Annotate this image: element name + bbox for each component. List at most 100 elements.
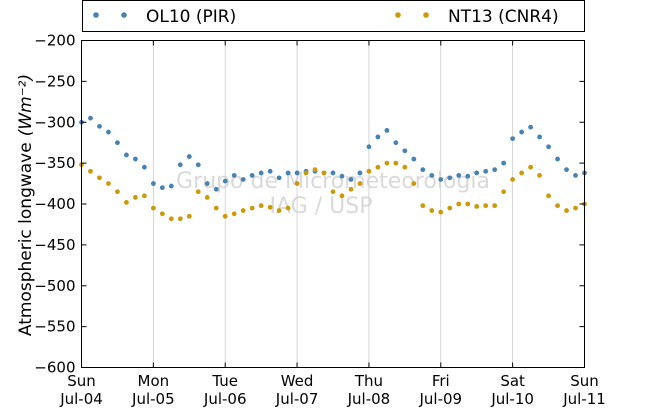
series-1-point [492,167,498,173]
series-1-point [186,154,192,159]
series-2-point [258,203,264,209]
series-1-point [573,172,578,178]
series-2-point [393,160,399,166]
series-2-point [132,195,138,200]
series-2-point [285,205,291,211]
series-1-point [375,134,381,140]
series-2-point [276,208,282,213]
series-1-point [106,129,111,135]
series-2-point [519,170,525,176]
series-2-point [573,205,578,211]
series-2-point [564,208,569,213]
series-1-point [97,123,102,129]
x-tick-day-label: Thu [354,372,383,390]
series-1-point [258,170,264,176]
series-1-point [195,162,201,168]
series-2-point [456,201,462,207]
series-1-point [124,152,129,158]
series-1-point [141,164,147,170]
series-1-point [168,183,174,189]
series-1-point [231,172,237,178]
series-1-point [546,144,551,150]
series-2-point [483,203,489,209]
series-1-point [447,175,453,181]
y-tick-label: −200 [34,32,75,50]
y-tick-label: −400 [34,195,75,213]
series-2-point [150,205,156,211]
series-1-point [240,177,246,182]
x-tick-date-label: Jul-08 [347,390,391,408]
series-1-point [348,177,354,182]
legend-marker-ol10-2 [121,12,127,18]
series-1-point [267,168,273,174]
series-1-point [132,156,138,162]
series-1-point [213,186,219,192]
series-1-point [330,170,336,176]
gridlines [152,40,514,368]
series-2-point [438,209,444,215]
series-2-point [213,205,219,211]
series-2-point [88,168,93,174]
legend: OL10 (PIR) NT13 (CNR4) [82,0,585,32]
y-axis-title: Atmospheric longwave (Wm⁻²) [16,74,36,336]
data-points [79,115,587,222]
series-1-point [384,128,390,133]
axis-ticks: SunJul-04MonJul-05TueJul-06WedJul-07ThuJ… [34,32,606,409]
series-2-point [177,216,183,222]
series-1-point [555,156,560,162]
series-1-point [357,170,363,176]
series-2-point [240,208,246,213]
series-2-point [501,189,507,195]
series-2-point [474,204,480,209]
series-2-point [204,195,210,200]
series-1-point [366,144,372,150]
legend-marker-ol10-1 [93,12,99,18]
x-tick-day-label: Tue [211,372,238,390]
series-1-point [483,168,489,174]
series-1-point [510,136,516,142]
series-1-point [420,167,426,173]
series-1-point [222,178,228,184]
x-tick-day-label: Sun [67,372,96,390]
series-1-point [159,185,165,191]
legend-marker-nt13-1 [395,12,401,18]
series-2-point [294,181,300,186]
series-2-point [312,167,318,173]
series-1-point [204,181,210,186]
y-tick-label: −550 [34,318,75,336]
x-tick-date-label: Jul-06 [203,390,247,408]
series-1-point [465,173,471,179]
y-tick-label: −600 [34,359,75,377]
series-2-point [267,204,273,210]
x-tick-date-label: Jul-05 [131,390,175,408]
series-2-point [321,170,327,176]
series-2-point [159,211,165,217]
x-tick-date-label: Jul-11 [562,390,606,408]
series-1-point [411,156,417,162]
series-2-point [339,193,345,199]
series-2-point [141,193,147,199]
series-1-point [402,148,408,154]
y-tick-label: −300 [34,113,75,131]
series-1-point [393,140,399,146]
series-1-point [501,160,507,166]
y-tick-label: −350 [34,154,75,172]
series-2-point [411,181,417,186]
series-2-point [366,168,372,174]
series-2-point [97,175,102,181]
x-tick-date-label: Jul-09 [418,390,462,408]
series-1-point [456,172,462,178]
series-1-point [528,124,534,130]
series-2-point [465,201,471,207]
series-1-point [115,140,120,146]
x-tick-date-label: Jul-04 [59,390,103,408]
y-axis-unit: (Wm⁻²) [16,74,36,136]
series-2-point [537,172,542,178]
legend-label-ol10: OL10 (PIR) [146,7,236,27]
legend-label-nt13: NT13 (CNR4) [448,7,559,27]
series-1-point [474,170,480,176]
series-2-point [168,216,174,222]
series-1-point [249,172,255,178]
series-2-point [555,203,560,209]
